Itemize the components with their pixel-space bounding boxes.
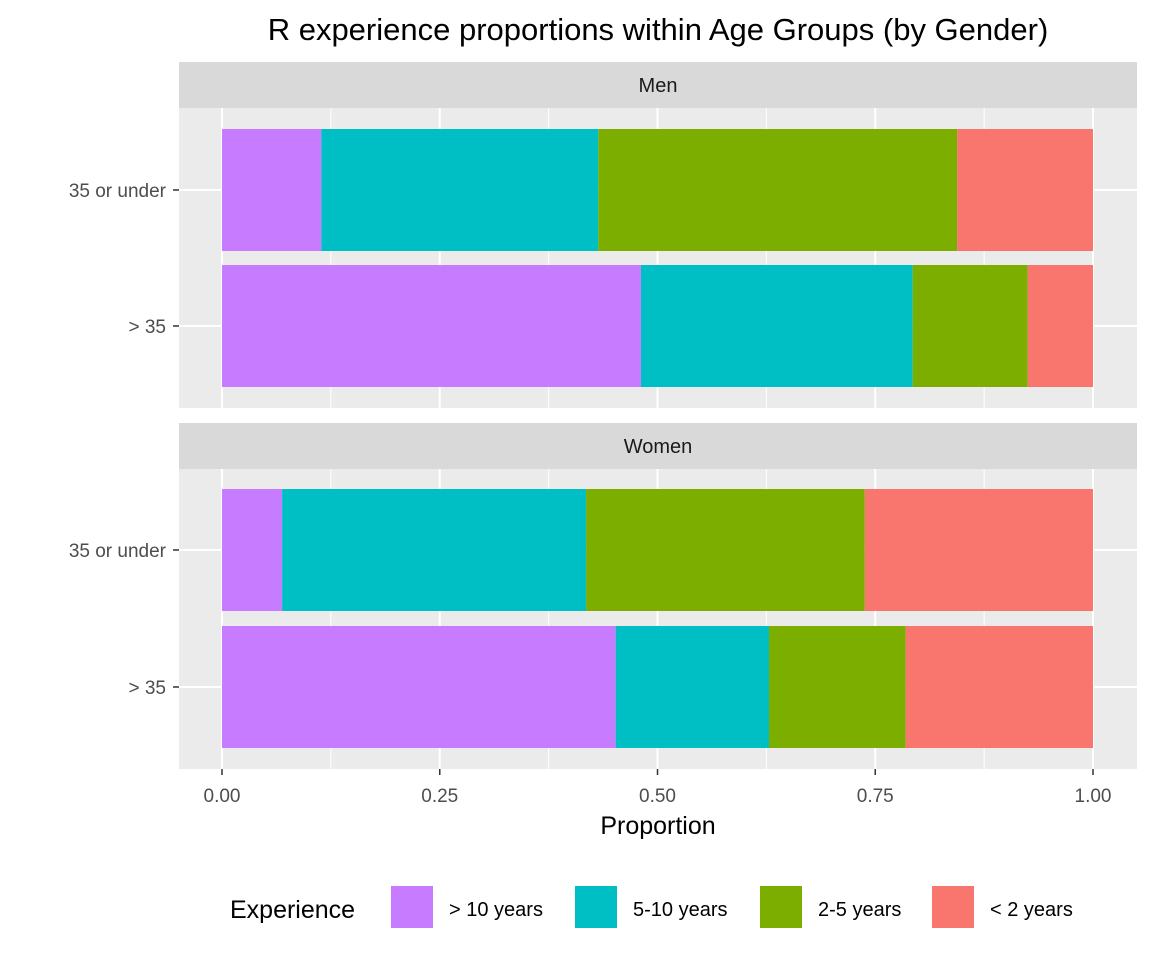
legend-label: 2-5 years: [818, 899, 901, 921]
x-tick-label: 0.25: [421, 786, 458, 807]
bar-segment-10-years: [222, 489, 282, 611]
bar-segment-2-years: [957, 129, 1093, 251]
bar-segment-10-years: [222, 129, 321, 251]
bar-segment-5-10-years: [282, 489, 586, 611]
x-axis: 0.00 0.25 0.50 0.75 1.00: [204, 769, 1112, 807]
legend-key: [932, 886, 974, 928]
x-tick-label: 0.00: [204, 786, 241, 807]
bar-segment-5-10-years: [641, 265, 913, 387]
bar-segment-5-10-years: [321, 129, 598, 251]
x-tick-label: 1.00: [1075, 786, 1112, 807]
x-axis-title: Proportion: [600, 812, 715, 840]
y-tick-label: > 35: [128, 317, 166, 338]
panels-layer: Men 35 or under > 35 Women 35 or under > 35: [69, 62, 1137, 769]
chart-title: R experience proportions within Age Grou…: [268, 12, 1049, 47]
bar-segment-5-10-years: [616, 626, 769, 748]
bar-segment-2-5-years: [769, 626, 906, 748]
y-tick-label: 35 or under: [69, 541, 167, 562]
bar-segment-2-years: [865, 489, 1093, 611]
bar-segment-2-years: [906, 626, 1093, 748]
legend: Experience > 10 years 5-10 years 2-5 years…: [230, 886, 1073, 928]
x-tick-label: 0.75: [857, 786, 894, 807]
x-tick-label: 0.50: [639, 786, 676, 807]
legend-label: < 2 years: [990, 899, 1073, 921]
legend-label: > 10 years: [449, 899, 543, 921]
bar-segment-2-years: [1028, 265, 1093, 387]
facet-strip-label: Women: [624, 436, 693, 458]
legend-title: Experience: [230, 896, 355, 924]
legend-key: [760, 886, 802, 928]
y-tick-label: > 35: [128, 678, 166, 699]
facet-panel-men: Men 35 or under > 35: [69, 62, 1137, 408]
facet-strip-label: Men: [639, 75, 678, 97]
bar-segment-2-5-years: [913, 265, 1028, 387]
legend-key: [391, 886, 433, 928]
legend-label: 5-10 years: [633, 899, 728, 921]
bar-segment-2-5-years: [586, 489, 865, 611]
legend-key: [575, 886, 617, 928]
bar-segment-10-years: [222, 626, 616, 748]
y-tick-label: 35 or under: [69, 181, 167, 202]
bar-segment-10-years: [222, 265, 641, 387]
facet-panel-women: Women 35 or under > 35: [69, 423, 1137, 769]
bar-segment-2-5-years: [598, 129, 957, 251]
